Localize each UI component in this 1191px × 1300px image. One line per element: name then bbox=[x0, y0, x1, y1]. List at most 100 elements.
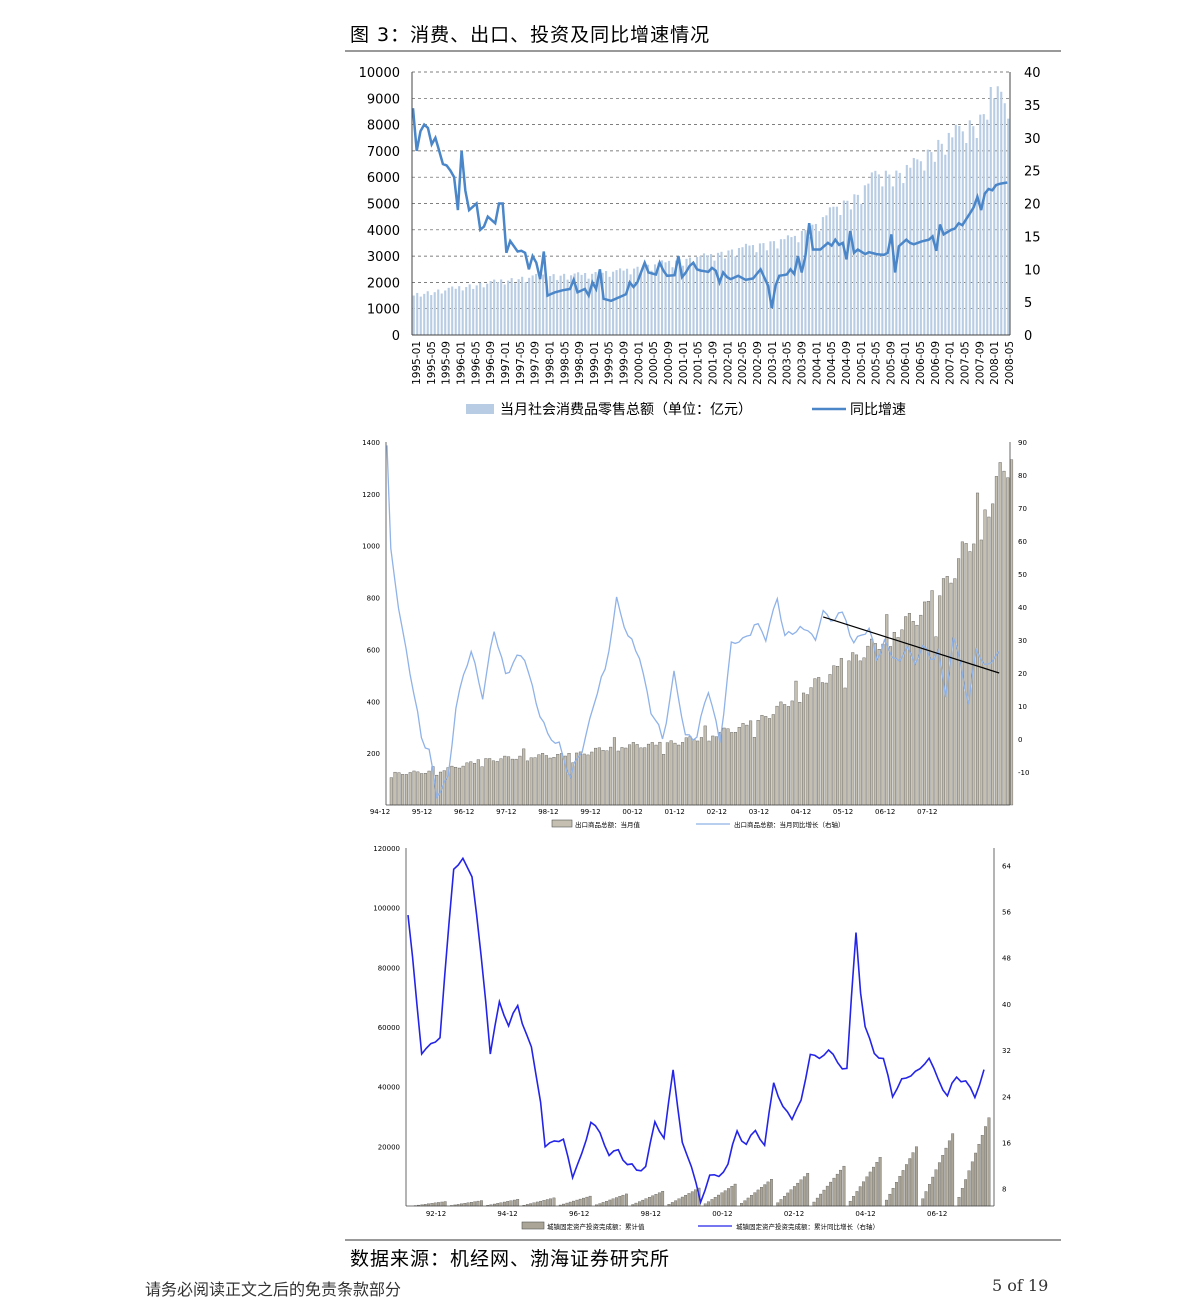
chart3-bar bbox=[431, 1203, 433, 1206]
chart3-bar bbox=[892, 1188, 894, 1206]
chart3-bar bbox=[866, 1177, 868, 1206]
chart3-bar bbox=[727, 1188, 729, 1206]
chart3-bar bbox=[941, 1155, 943, 1206]
chart3-bar bbox=[464, 1203, 466, 1206]
chart3-bar bbox=[764, 1185, 766, 1206]
chart3-bar bbox=[470, 1202, 472, 1206]
chart3-bar bbox=[731, 1186, 733, 1206]
chart3-bar bbox=[777, 1203, 779, 1206]
chart3-ytick-left: 100000 bbox=[373, 905, 400, 913]
chart3-bar bbox=[477, 1201, 479, 1206]
chart3-bar bbox=[553, 1198, 555, 1206]
chart3-bar bbox=[859, 1187, 861, 1206]
chart3-bar bbox=[971, 1162, 973, 1206]
chart3-bar bbox=[905, 1164, 907, 1206]
chart3-bar bbox=[770, 1179, 772, 1206]
chart3-bar bbox=[839, 1170, 841, 1206]
chart3-bar bbox=[754, 1193, 756, 1206]
chart3-bar bbox=[569, 1202, 571, 1206]
chart3-bar bbox=[945, 1148, 947, 1206]
chart3-bars bbox=[414, 1118, 990, 1206]
chart3-ytick-left: 20000 bbox=[378, 1143, 400, 1151]
chart3-bar bbox=[925, 1192, 927, 1206]
chart3-ytick-right: 16 bbox=[1002, 1139, 1011, 1147]
chart3-xtick: 94-12 bbox=[497, 1210, 517, 1218]
chart3-bar bbox=[724, 1191, 726, 1206]
chart3-bar bbox=[619, 1196, 621, 1206]
chart3-xtick: 00-12 bbox=[712, 1210, 732, 1218]
chart3-bar bbox=[951, 1134, 953, 1206]
chart3-legend-bar-swatch bbox=[522, 1222, 544, 1229]
chart3-bar bbox=[948, 1141, 950, 1206]
chart3-bar bbox=[885, 1200, 887, 1206]
chart3-bar bbox=[480, 1201, 482, 1206]
chart3-ytick-left: 120000 bbox=[373, 845, 400, 853]
chart3-bar bbox=[931, 1177, 933, 1206]
chart3-bar bbox=[760, 1187, 762, 1206]
chart3-bar bbox=[444, 1202, 446, 1206]
chart3-ytick-right: 48 bbox=[1002, 955, 1011, 963]
chart3-ytick-right: 56 bbox=[1002, 909, 1011, 917]
chart3-bar bbox=[909, 1159, 911, 1206]
chart3-bar bbox=[638, 1202, 640, 1206]
chart3-bar bbox=[688, 1193, 690, 1206]
chart3-bar bbox=[576, 1200, 578, 1206]
chart3-bar bbox=[899, 1176, 901, 1206]
chart3-ytick-right: 24 bbox=[1002, 1093, 1011, 1101]
chart3-bar bbox=[780, 1199, 782, 1206]
chart3-bar bbox=[674, 1201, 676, 1206]
chart3-bar bbox=[549, 1199, 551, 1206]
chart3-bar bbox=[612, 1199, 614, 1206]
chart3-bar bbox=[836, 1174, 838, 1206]
chart3-bar bbox=[658, 1193, 660, 1206]
chart3-bar bbox=[707, 1202, 709, 1206]
chart3-bar bbox=[510, 1201, 512, 1206]
chart3-bar bbox=[543, 1200, 545, 1206]
chart3-bar bbox=[862, 1182, 864, 1206]
chart3-bar bbox=[678, 1199, 680, 1206]
chart3-bar bbox=[655, 1194, 657, 1206]
chart3-ytick-left: 40000 bbox=[378, 1084, 400, 1092]
chart3-bar bbox=[533, 1203, 535, 1206]
chart3-ytick-left: 60000 bbox=[378, 1024, 400, 1032]
chart3-bar bbox=[513, 1200, 515, 1206]
chart3-bar bbox=[503, 1202, 505, 1206]
chart3-bar bbox=[744, 1201, 746, 1206]
chart3-bar bbox=[915, 1147, 917, 1206]
chart3-xtick: 92-12 bbox=[426, 1210, 446, 1218]
chart3-xtick: 04-12 bbox=[855, 1210, 875, 1218]
chart3-bar bbox=[796, 1183, 798, 1206]
chart3-bar bbox=[721, 1193, 723, 1206]
chart-investment: 2000040000600008000010000012000081624324… bbox=[0, 0, 1191, 1240]
chart3-bar bbox=[694, 1190, 696, 1206]
chart3-bar bbox=[928, 1184, 930, 1206]
chart3-bar bbox=[579, 1199, 581, 1206]
chart3-bar bbox=[889, 1194, 891, 1206]
chart3-bar bbox=[671, 1202, 673, 1206]
chart3-bar bbox=[843, 1166, 845, 1206]
chart3-bar bbox=[767, 1182, 769, 1206]
chart3-bar bbox=[912, 1153, 914, 1206]
chart3-bar bbox=[978, 1144, 980, 1206]
chart3-legend-bar-label: 城镇固定资产投资完成额：累计值 bbox=[547, 1222, 645, 1231]
chart3-bar bbox=[902, 1170, 904, 1206]
chart3-bar bbox=[790, 1190, 792, 1206]
chart3-bar bbox=[648, 1197, 650, 1206]
chart3-bar bbox=[717, 1195, 719, 1206]
chart3-bar bbox=[609, 1200, 611, 1206]
chart3-bar bbox=[635, 1203, 637, 1206]
chart3-legend-line-label: 城镇固定资产投资完成额：累计同比增长（右轴） bbox=[736, 1222, 879, 1231]
chart3-bar bbox=[615, 1198, 617, 1206]
chart3-bar bbox=[645, 1199, 647, 1206]
chart3-bar bbox=[566, 1203, 568, 1206]
chart3-bar bbox=[935, 1170, 937, 1206]
chart3-bar bbox=[625, 1194, 627, 1206]
chart3-bar bbox=[651, 1196, 653, 1206]
bottom-divider bbox=[345, 1239, 1061, 1241]
chart3-bar bbox=[829, 1182, 831, 1206]
chart3-ytick-right: 32 bbox=[1002, 1047, 1011, 1055]
page-number: 5 of 19 bbox=[992, 1276, 1048, 1295]
chart3-bar bbox=[879, 1157, 881, 1206]
chart3-bar bbox=[849, 1201, 851, 1206]
chart3-xtick: 98-12 bbox=[641, 1210, 661, 1218]
